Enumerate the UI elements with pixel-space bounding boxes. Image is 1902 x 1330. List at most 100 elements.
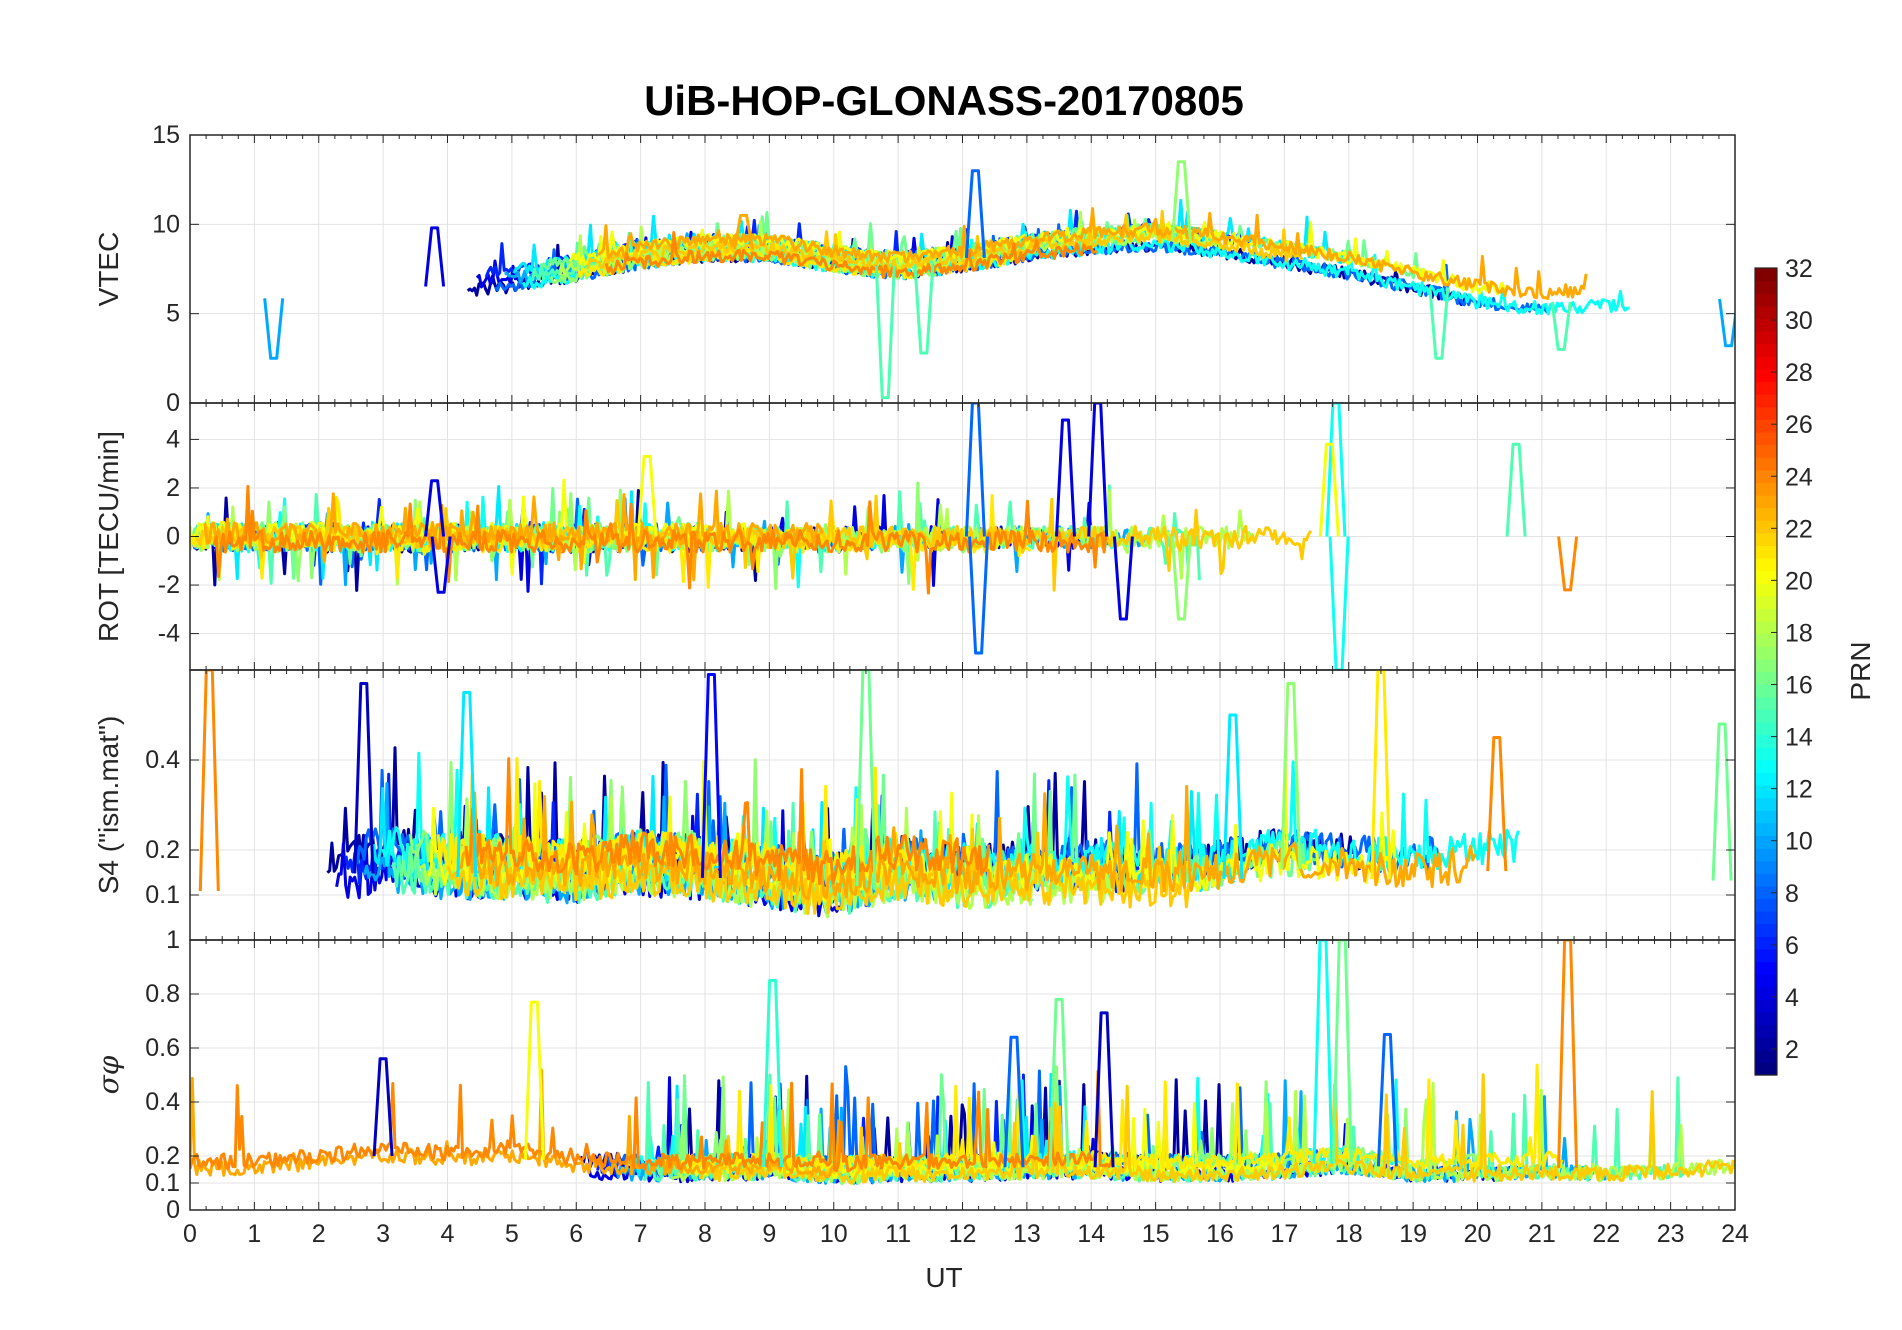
- x-tick-label: 7: [634, 1220, 648, 1248]
- series-spike: [353, 682, 375, 874]
- colorbar-segment: [1755, 898, 1777, 912]
- series-line: [464, 757, 991, 886]
- series-spike: [1325, 403, 1347, 537]
- x-tick-label: 12: [949, 1220, 977, 1248]
- series-spike: [1376, 1033, 1398, 1167]
- colorbar-segment: [1755, 948, 1777, 963]
- colorbar-segment: [1755, 457, 1777, 471]
- colorbar-tick-label: 2: [1785, 1036, 1799, 1064]
- x-tick-label: 17: [1270, 1220, 1298, 1248]
- y-tick-label: 0.2: [145, 1142, 180, 1170]
- series-spike: [1112, 536, 1134, 621]
- series-line: [596, 207, 1588, 301]
- colorbar-tick-label: 28: [1785, 359, 1813, 387]
- colorbar-tick-label: 14: [1785, 724, 1813, 752]
- y-tick-label: 0.6: [145, 1034, 180, 1062]
- minor-ticks-s4: [189, 670, 1736, 940]
- colorbar-segment: [1755, 356, 1777, 370]
- chart-title: UiB-HOP-GLONASS-20170805: [644, 77, 1244, 124]
- colorbar-tick-label: 18: [1785, 619, 1813, 647]
- colorbar-segment: [1755, 406, 1777, 420]
- y-axis-label: σφ: [92, 1055, 125, 1094]
- colorbar-segment: [1755, 368, 1777, 383]
- colorbar-segment: [1755, 494, 1777, 509]
- colorbar-segment: [1755, 331, 1777, 345]
- colorbar-segment: [1755, 810, 1777, 824]
- series-spike: [1222, 713, 1244, 879]
- series-line: [604, 231, 1098, 280]
- colorbar-segment: [1755, 848, 1777, 862]
- x-tick-label: 21: [1528, 1220, 1556, 1248]
- colorbar-segment: [1755, 911, 1777, 925]
- traces-vtec: [263, 160, 1735, 400]
- colorbar-tick-label: 12: [1785, 776, 1813, 804]
- series-spike: [1087, 403, 1109, 537]
- series-spike: [855, 670, 877, 887]
- x-tick-label: 18: [1335, 1220, 1363, 1248]
- minor-ticks-rot: [189, 403, 1736, 670]
- series-line: [698, 1073, 1735, 1185]
- colorbar-segment: [1755, 721, 1777, 736]
- series-spike: [424, 479, 446, 537]
- series-spike: [1557, 940, 1579, 1168]
- y-tick-label: 0: [166, 523, 180, 551]
- colorbar-tick-label: 26: [1785, 411, 1813, 439]
- x-tick-label: 4: [441, 1220, 455, 1248]
- colorbar-segment: [1755, 381, 1777, 395]
- colorbar-segment: [1755, 734, 1777, 748]
- traces-rot: [190, 403, 1579, 670]
- series-spike: [1048, 997, 1070, 1167]
- colorbar-segment: [1755, 280, 1777, 294]
- series-spike: [700, 673, 722, 878]
- y-axis-label: VTEC: [93, 232, 124, 307]
- series-spike: [1711, 722, 1733, 881]
- y-tick-label: -4: [158, 620, 180, 648]
- y-tick-label: 0.8: [145, 980, 180, 1008]
- minor-ticks-sigma_phi: [189, 940, 1736, 1210]
- colorbar-segment: [1755, 986, 1777, 1000]
- colorbar-tick-label: 8: [1785, 880, 1799, 908]
- colorbar-segment: [1755, 431, 1777, 446]
- series-spike: [1370, 670, 1392, 880]
- colorbar-segment: [1755, 1049, 1777, 1063]
- colorbar-segment: [1755, 558, 1777, 572]
- x-tick-label: 22: [1592, 1220, 1620, 1248]
- colorbar-segment: [1755, 923, 1777, 937]
- series-spike: [1331, 940, 1353, 1162]
- colorbar-segment: [1755, 1037, 1777, 1051]
- y-tick-label: 1: [166, 926, 180, 954]
- series-spike: [1486, 736, 1508, 872]
- x-tick-label: 2: [312, 1220, 326, 1248]
- colorbar-segment: [1755, 684, 1777, 698]
- series-spike: [1055, 418, 1076, 537]
- x-tick-label: 20: [1464, 1220, 1492, 1248]
- y-tick-label: 0.1: [145, 881, 180, 909]
- colorbar-segment: [1755, 747, 1777, 761]
- series-spike: [1280, 682, 1302, 869]
- colorbar-label: PRN: [1845, 641, 1876, 700]
- series-spike: [1318, 442, 1340, 537]
- x-tick-label: 23: [1657, 1220, 1685, 1248]
- colorbar-tick-label: 32: [1785, 255, 1813, 283]
- x-tick-label: 1: [247, 1220, 261, 1248]
- series-spike: [1557, 536, 1579, 592]
- y-axis-label: ROT [TECU/min]: [93, 431, 124, 642]
- colorbar-segment: [1755, 873, 1777, 887]
- series-spike: [1170, 536, 1192, 621]
- series-spike: [1003, 1035, 1025, 1168]
- colorbar-tick-label: 4: [1785, 984, 1799, 1012]
- y-axis-label: S4 ("ism.mat"): [93, 716, 124, 895]
- series-spike: [968, 536, 990, 655]
- colorbar-segment: [1755, 1011, 1777, 1026]
- panel-s4: 0.1 0.2 0.4 S4 ("ism.mat"): [93, 669, 1736, 941]
- x-tick-label: 3: [376, 1220, 390, 1248]
- y-tick-label: 5: [166, 300, 180, 328]
- series-spike: [733, 213, 755, 250]
- x-tick-label: 16: [1206, 1220, 1234, 1248]
- colorbar-segment: [1755, 822, 1777, 837]
- series-spike: [372, 1057, 394, 1157]
- colorbar-tick-label: 22: [1785, 515, 1813, 543]
- colorbar-segment: [1755, 999, 1777, 1013]
